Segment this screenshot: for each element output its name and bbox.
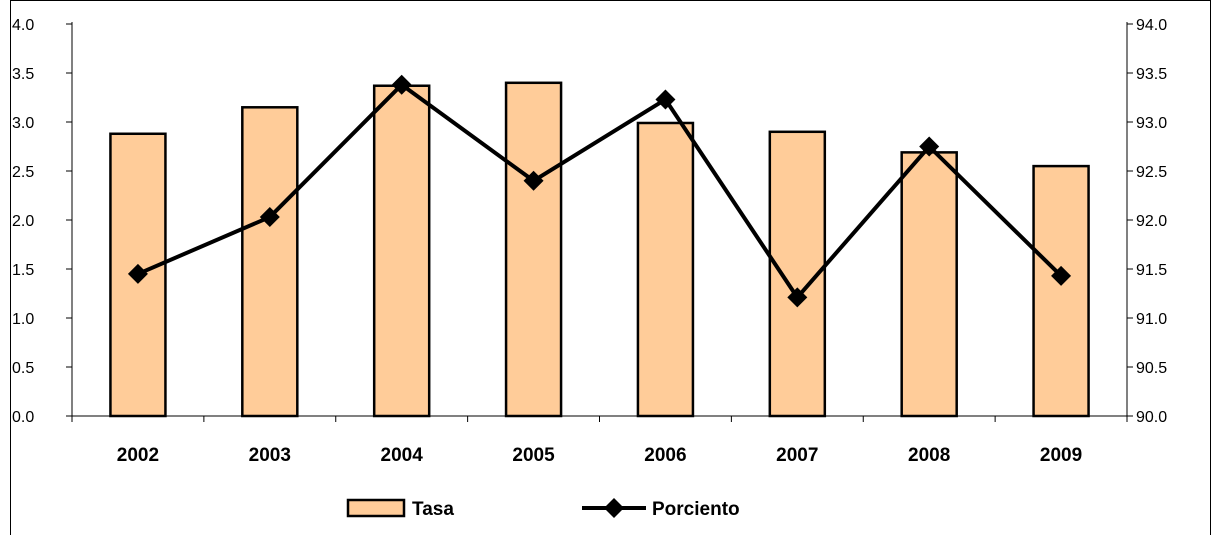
right-tick-label: 92.5 [1136,164,1167,181]
point-porciento-2003 [259,207,280,228]
labels-layer: 0.0 0.5 1.0 1.5 2.0 2.5 3.0 3.5 4.0 90.0 90.5 91.0 9… [12,17,1167,466]
point-porciento-2006 [655,89,676,110]
bar-2003 [241,106,299,418]
legend: Tasa Porciento [346,498,740,520]
x-tick-label-2007: 2007 [776,445,818,466]
x-tick-label-2009: 2009 [1040,445,1082,466]
left-tick-label: 1.5 [12,262,34,279]
x-tick-label-2003: 2003 [249,445,291,466]
right-tick-label: 91.0 [1136,311,1167,328]
right-tick-label: 94.0 [1136,17,1167,34]
bar-2006 [636,121,695,418]
x-tick-label-2002: 2002 [117,445,159,466]
left-tick-label: 3.0 [12,115,34,132]
legend-swatch-tasa [346,498,406,518]
point-porciento-2008 [919,136,940,157]
x-tick-label-2004: 2004 [381,445,424,466]
legend-label-tasa: Tasa [412,499,454,520]
x-tick-label-2005: 2005 [512,445,555,466]
left-tick-label: 3.5 [12,66,34,83]
left-tick-label: 4.0 [12,17,34,34]
legend-label-porciento: Porciento [652,499,740,520]
point-porciento-2009 [1051,265,1072,286]
right-tick-label: 92.0 [1136,213,1167,230]
chart-border [10,0,1211,535]
left-tick-label: 2.0 [12,213,34,230]
right-tick-label: 90.5 [1136,360,1167,377]
point-porciento-2004 [391,74,412,95]
right-tick-label: 93.0 [1136,115,1167,132]
line-porciento [137,82,1063,301]
right-tick-label: 90.0 [1136,409,1167,426]
line-layer [127,74,1072,308]
bar-2008 [900,151,958,418]
bar-2004 [372,84,431,418]
right-tick-label: 91.5 [1136,262,1167,279]
bar-2005 [504,81,563,418]
x-tick-label-2006: 2006 [644,445,686,466]
point-porciento-2002 [127,263,148,284]
point-porciento-2005 [523,170,544,191]
left-tick-label: 1.0 [12,311,34,328]
x-tick-label-2008: 2008 [908,445,950,466]
left-tick-label: 0.5 [12,360,34,377]
bar-2009 [1032,164,1090,418]
legend-marker-porciento [604,498,624,518]
left-tick-label: 0.0 [12,409,34,426]
point-porciento-2007 [787,287,808,308]
left-tick-label: 2.5 [12,164,34,181]
right-tick-label: 93.5 [1136,66,1167,83]
axes-layer [66,22,1133,422]
